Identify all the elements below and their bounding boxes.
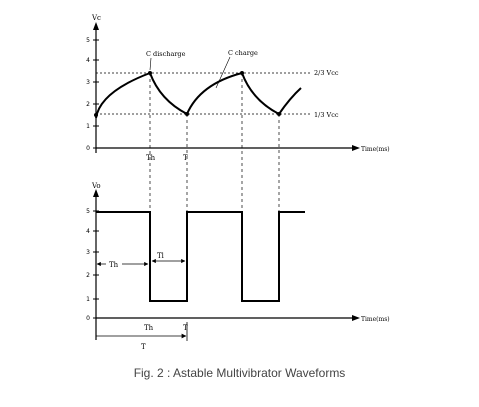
bottom-x-axis-label: Time(ms) (361, 316, 390, 323)
period-label: T (141, 343, 146, 351)
top-tick-label-3: 3 (86, 79, 90, 86)
bottom-plot: Vo 0 1 2 3 4 5 Time(ms) Th Tl (86, 182, 389, 351)
bottom-tick-label-5: 5 (86, 208, 90, 215)
top-y-ticks (93, 39, 99, 149)
top-tick-label-2: 2 (86, 101, 90, 108)
top-tick-label-4: 4 (86, 57, 90, 64)
charge-label: C charge (228, 49, 258, 57)
top-y-axis-arrow (93, 22, 99, 30)
top-t-marker: T (183, 154, 188, 162)
top-plot: Vc 0 1 2 3 4 5 Time(ms) 2/3 Vcc 1/3 Vcc (86, 14, 389, 162)
lower-threshold-label: 1/3 Vcc (314, 111, 339, 119)
bottom-tick-label-4: 4 (86, 228, 90, 235)
bottom-y-axis-label: Vo (91, 182, 101, 190)
discharge-pointer (149, 57, 152, 71)
th-arrow-label: Th (109, 261, 119, 269)
capacitor-voltage-waveform (95, 71, 302, 119)
bottom-tick-label-3: 3 (86, 249, 90, 256)
bottom-tick-label-1: 1 (86, 296, 90, 303)
top-th-marker: Th (146, 154, 156, 162)
top-y-axis-label: Vc (91, 14, 101, 22)
upper-threshold-label: 2/3 Vcc (314, 69, 339, 77)
top-x-axis-label: Time(ms) (361, 146, 390, 153)
bottom-x-axis-arrow (352, 315, 360, 321)
discharge-label: C discharge (146, 50, 186, 58)
charge-pointer (215, 56, 231, 89)
tl-arrow-label: Tl (157, 252, 165, 260)
bottom-tick-label-0: 0 (86, 315, 90, 322)
top-tick-label-0: 0 (86, 145, 90, 152)
top-x-axis-arrow (352, 145, 360, 151)
output-square-wave (96, 211, 305, 302)
bottom-t-label: T (183, 324, 188, 332)
vertical-guide-lines (149, 73, 280, 300)
bottom-y-axis-arrow (93, 189, 99, 197)
top-tick-label-1: 1 (86, 123, 90, 130)
bottom-tick-label-2: 2 (86, 272, 90, 279)
top-tick-label-5: 5 (86, 37, 90, 44)
figure-caption: Fig. 2 : Astable Multivibrator Waveforms (133, 366, 346, 380)
bottom-th-label: Th (144, 324, 154, 332)
